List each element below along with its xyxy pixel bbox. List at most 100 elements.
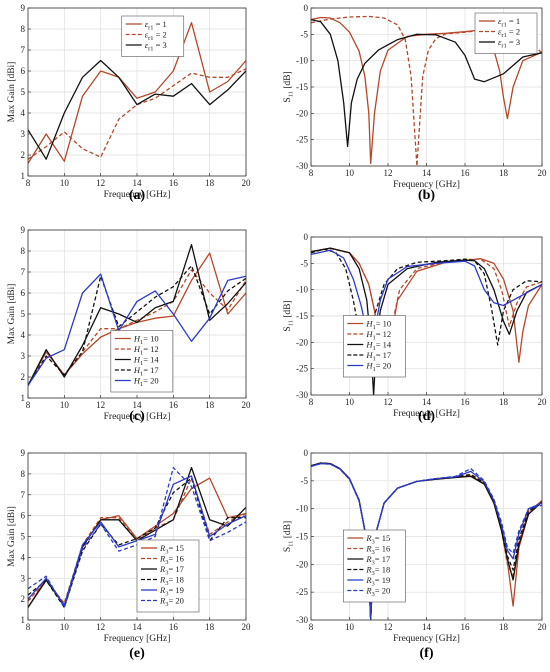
x-tick-label: 12 xyxy=(96,178,105,188)
series-line-3 xyxy=(28,59,246,160)
legend-label: εr1 = 2 xyxy=(498,27,520,40)
y-tick-label: 1 xyxy=(21,171,26,181)
y-tick-label: 7 xyxy=(21,267,26,277)
x-tick-label: 18 xyxy=(499,622,509,632)
series-line-5 xyxy=(28,273,246,386)
y-tick-label: 2 xyxy=(21,594,26,604)
x-tick-label: 14 xyxy=(133,622,143,632)
y-axis-title: Max Gain [dBi] xyxy=(7,284,17,345)
y-tick-label: -20 xyxy=(296,559,308,569)
y-tick-label: 5 xyxy=(21,309,26,319)
legend-label: H1= 14 xyxy=(133,355,160,368)
y-tick-label: -30 xyxy=(296,161,308,171)
x-tick-label: 8 xyxy=(309,397,314,407)
y-tick-label: -10 xyxy=(296,504,308,514)
legend-label: R3= 19 xyxy=(365,575,390,588)
legend-label: εr1 = 1 xyxy=(145,19,167,32)
y-tick-label: 1 xyxy=(21,393,26,403)
x-tick-label: 18 xyxy=(499,397,509,407)
x-tick-label: 16 xyxy=(461,397,471,407)
x-tick-label: 10 xyxy=(60,622,70,632)
legend-label: R3= 16 xyxy=(365,544,390,557)
y-tick-label: 6 xyxy=(21,288,26,298)
x-tick-label: 10 xyxy=(60,400,70,410)
x-tick-label: 10 xyxy=(60,178,70,188)
y-tick-label: 0 xyxy=(304,232,309,242)
y-tick-label: 1 xyxy=(21,615,26,625)
legend-label: H1= 20 xyxy=(365,361,391,374)
y-tick-label: -10 xyxy=(296,56,308,66)
legend-box xyxy=(121,15,185,57)
y-axis-title: S11 [dB] xyxy=(283,300,295,331)
x-axis-title: Frequency [GHz] xyxy=(393,180,460,190)
x-tick-label: 10 xyxy=(345,168,355,178)
y-tick-label: -30 xyxy=(296,390,308,400)
legend-label: H1= 12 xyxy=(365,329,391,342)
y-tick-label: -5 xyxy=(301,29,309,39)
x-tick-label: 16 xyxy=(461,622,471,632)
legend-box xyxy=(343,315,406,378)
chart-panel-f: 8 10 12 14 16 18 20 0 -5 -10 -15 -20 -25 -30 Frequency… xyxy=(283,448,547,661)
y-tick-label: 5 xyxy=(21,532,26,542)
x-axis-title: Frequency [GHz] xyxy=(393,409,460,419)
y-tick-label: 5 xyxy=(21,87,26,97)
legend-label: εr1 = 3 xyxy=(145,40,167,53)
y-tick-label: 2 xyxy=(21,150,26,160)
legend-label: R3= 20 xyxy=(159,596,184,609)
legend-label: H1= 14 xyxy=(365,340,392,353)
x-axis-title: Frequency [GHz] xyxy=(104,634,171,644)
series-group xyxy=(28,244,246,386)
y-tick-label: -25 xyxy=(296,364,308,374)
x-tick-label: 20 xyxy=(538,622,548,632)
y-tick-label: 8 xyxy=(21,246,26,256)
x-axis-title: Frequency [GHz] xyxy=(104,412,171,422)
legend-label: εr1 = 3 xyxy=(498,37,520,50)
legend-label: R3= 18 xyxy=(365,565,390,578)
y-tick-label: 8 xyxy=(21,469,26,479)
y-tick-label: -15 xyxy=(296,311,308,321)
series-line-3 xyxy=(28,244,246,386)
x-tick-label: 12 xyxy=(384,397,393,407)
legend-box xyxy=(474,12,538,54)
y-tick-label: 3 xyxy=(21,129,26,139)
y-tick-label: -30 xyxy=(296,615,308,625)
legend-box xyxy=(110,330,174,393)
legend-label: R3= 15 xyxy=(365,533,390,546)
x-tick-label: 20 xyxy=(538,168,548,178)
chart-panel-d: 8 10 12 14 16 18 20 0 -5 -10 -15 -20 -25 -30 Frequency… xyxy=(283,232,547,424)
legend-label: R3= 15 xyxy=(159,543,184,556)
y-tick-label: 6 xyxy=(21,66,26,76)
x-tick-label: 18 xyxy=(499,168,509,178)
y-tick-label: 9 xyxy=(21,3,26,13)
y-tick-label: 3 xyxy=(21,351,26,361)
y-tick-label: 3 xyxy=(21,573,26,583)
panel-label: (a) xyxy=(129,188,146,203)
legend-label: εr1 = 1 xyxy=(498,16,520,29)
panel-label: (d) xyxy=(418,409,435,424)
x-tick-label: 8 xyxy=(309,168,314,178)
panel-label: (c) xyxy=(129,409,145,424)
y-tick-label: -5 xyxy=(301,476,309,486)
x-tick-label: 20 xyxy=(242,178,252,188)
x-tick-label: 14 xyxy=(422,397,432,407)
y-axis-title: S11 [dB] xyxy=(283,71,295,102)
x-tick-label: 12 xyxy=(384,168,393,178)
series-group xyxy=(311,15,542,166)
x-tick-label: 16 xyxy=(169,400,179,410)
y-tick-label: -10 xyxy=(296,285,308,295)
legend-label: H1= 10 xyxy=(365,319,391,332)
panel-label: (e) xyxy=(129,646,145,661)
x-tick-label: 16 xyxy=(461,168,471,178)
x-tick-label: 10 xyxy=(345,397,355,407)
x-tick-label: 20 xyxy=(242,400,252,410)
legend-label: R3= 16 xyxy=(159,554,184,567)
series-group xyxy=(311,247,542,395)
